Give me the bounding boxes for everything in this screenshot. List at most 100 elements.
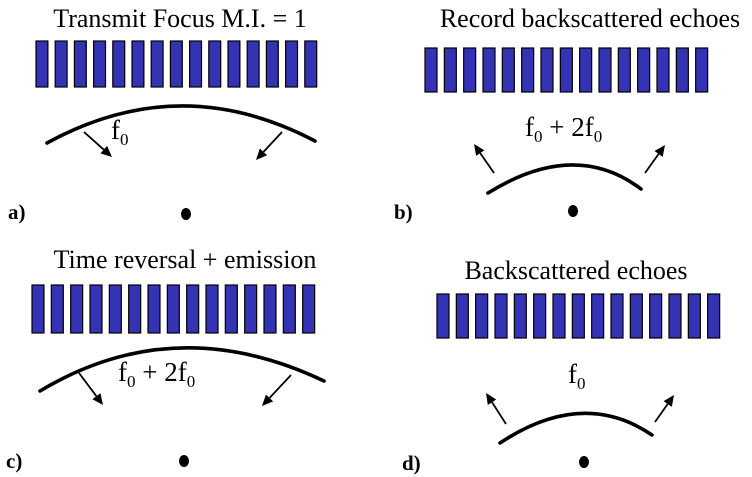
transducer-element — [224, 284, 238, 334]
transducer-element — [695, 47, 709, 93]
transducer-element — [147, 284, 161, 334]
transducer-element — [304, 40, 318, 88]
arrow — [78, 372, 103, 405]
transducer-element — [552, 293, 566, 339]
transducer-element — [533, 293, 547, 339]
transducer-element — [637, 47, 651, 93]
transducer-element — [598, 47, 612, 93]
transducer-element — [571, 293, 585, 339]
transducer-element — [246, 40, 260, 88]
panel-label: b) — [394, 200, 413, 224]
transducer-element — [302, 284, 316, 334]
transducer-element — [579, 47, 593, 93]
transducer-element — [112, 40, 126, 88]
freq-extra: + 2f — [136, 357, 187, 387]
transducer-element — [455, 293, 469, 339]
focal-point — [579, 456, 589, 468]
arrow — [486, 393, 507, 425]
arrow — [83, 131, 112, 157]
transducer-array — [31, 284, 316, 334]
freq-extra-subscript: 0 — [594, 127, 603, 146]
wavefront-arc — [38, 346, 326, 393]
transducer-element — [108, 284, 122, 334]
transducer-element — [482, 47, 496, 93]
focal-point — [179, 455, 189, 467]
transducer-element — [629, 293, 643, 339]
transducer-element — [31, 284, 45, 334]
transducer-element — [494, 293, 508, 339]
transducer-element — [675, 47, 689, 93]
transducer-array — [436, 293, 721, 339]
freq-subscript: 0 — [534, 127, 543, 146]
transducer-element — [92, 40, 107, 88]
transducer-element — [70, 284, 84, 334]
transducer-element — [186, 284, 200, 334]
transducer-element — [424, 47, 438, 93]
arrow — [644, 145, 665, 174]
transducer-array — [35, 40, 318, 88]
transducer-element — [656, 47, 670, 93]
focal-point — [568, 205, 578, 217]
freq-extra-subscript: 0 — [187, 372, 196, 391]
arrow — [262, 374, 292, 406]
transducer-element — [540, 47, 554, 93]
freq-base: f — [118, 357, 127, 387]
transducer-element — [89, 284, 103, 334]
transducer-element — [285, 40, 299, 88]
transducer-element — [475, 293, 489, 339]
wavefront-arc — [498, 411, 654, 445]
frequency-label: f0 + 2f0 — [525, 112, 602, 146]
transducer-element — [54, 40, 68, 88]
panel-d: Backscattered echoes f0 d) — [402, 256, 721, 475]
transducer-element — [150, 40, 164, 88]
transducer-element — [189, 40, 203, 88]
panel-title: Record backscattered echoes — [440, 4, 740, 33]
frequency-label: f0 — [111, 115, 129, 149]
transducer-element — [35, 40, 49, 88]
frequency-label: f0 + 2f0 — [118, 357, 195, 391]
transducer-element — [436, 293, 450, 339]
transducer-element — [131, 40, 145, 88]
transducer-element — [668, 293, 682, 339]
transducer-element — [263, 284, 277, 334]
arrow — [654, 395, 674, 423]
freq-base: f — [525, 112, 534, 142]
panel-title: Time reversal + emission — [54, 245, 317, 274]
transducer-element — [513, 293, 527, 339]
frequency-label: f0 — [568, 359, 586, 393]
transducer-element — [50, 284, 64, 334]
freq-base: f — [568, 359, 577, 389]
transducer-element — [521, 47, 535, 93]
panel-title: Transmit Focus M.I. = 1 — [53, 4, 307, 33]
transducer-element — [208, 40, 222, 88]
panel-label: a) — [8, 200, 26, 224]
transducer-element — [559, 47, 573, 93]
transducer-element — [687, 293, 701, 339]
panel-label: c) — [6, 449, 22, 473]
transducer-array — [424, 47, 709, 93]
transducer-element — [227, 40, 241, 88]
transducer-element — [282, 284, 296, 334]
transducer-element — [244, 284, 258, 334]
wavefront-arc — [45, 104, 317, 145]
freq-extra: + 2f — [543, 112, 594, 142]
freq-base: f — [111, 115, 120, 145]
transducer-element — [128, 284, 142, 334]
transducer-element — [443, 47, 457, 93]
transducer-element — [73, 40, 87, 88]
transducer-element — [501, 47, 515, 93]
transducer-element — [205, 284, 219, 334]
arrow — [474, 144, 495, 174]
arrow — [256, 131, 283, 160]
freq-subscript: 0 — [120, 130, 129, 149]
freq-subscript: 0 — [577, 374, 586, 393]
wavefront-arc — [486, 163, 643, 195]
transducer-element — [265, 40, 279, 88]
transducer-element — [166, 284, 180, 334]
transducer-element — [463, 47, 477, 93]
panel-title: Backscattered echoes — [464, 256, 687, 285]
transducer-element — [649, 293, 663, 339]
